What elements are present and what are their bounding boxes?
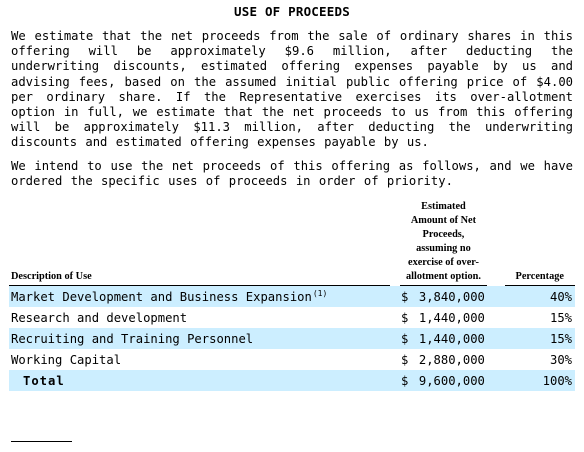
section-title: USE OF PROCEEDS bbox=[234, 4, 350, 19]
header-amount: Estimated Amount of Net Proceeds, assumi… bbox=[400, 200, 487, 286]
row-percentage: 30% bbox=[549, 352, 572, 367]
total-label: Total bbox=[9, 370, 391, 391]
row-description: Market Development and Business Expansio… bbox=[11, 290, 312, 304]
total-percentage: 100% bbox=[504, 370, 575, 391]
table-header-row: Description of Use Estimated Amount of N… bbox=[9, 200, 575, 286]
total-dollar-sign: $ bbox=[400, 370, 417, 391]
intended-use-paragraph: We intend to use the net proceeds of thi… bbox=[11, 159, 573, 189]
total-row: Total $ 9,600,000 100% bbox=[9, 370, 575, 391]
footnote-divider bbox=[11, 441, 72, 442]
proceeds-estimate-paragraph: We estimate that the net proceeds from t… bbox=[11, 29, 573, 150]
row-amount: 3,840,000 bbox=[416, 285, 487, 307]
row-percentage: 15% bbox=[504, 328, 575, 349]
total-amount: 9,600,000 bbox=[416, 370, 487, 391]
table-row: Recruiting and Training Personnel $ 1,44… bbox=[9, 328, 575, 349]
row-percentage: 40% bbox=[504, 285, 575, 307]
row-description: Working Capital bbox=[11, 352, 122, 367]
row-description: Recruiting and Training Personnel bbox=[9, 328, 391, 349]
header-percentage: Percentage bbox=[504, 200, 575, 286]
row-dollar-sign: $ bbox=[401, 310, 409, 325]
row-amount: 1,440,000 bbox=[416, 328, 487, 349]
row-dollar-sign: $ bbox=[400, 285, 417, 307]
row-amount: 2,880,000 bbox=[418, 352, 485, 367]
row-percentage: 15% bbox=[549, 310, 572, 325]
row-amount: 1,440,000 bbox=[418, 310, 485, 325]
table-row: Research and development $ 1,440,000 15% bbox=[9, 307, 575, 328]
row-dollar-sign: $ bbox=[401, 352, 409, 367]
table-row: Working Capital $ 2,880,000 30% bbox=[9, 349, 575, 370]
row-description: Research and development bbox=[11, 310, 188, 325]
row-dollar-sign: $ bbox=[400, 328, 417, 349]
header-description: Description of Use bbox=[9, 200, 391, 286]
use-of-proceeds-table: Description of Use Estimated Amount of N… bbox=[9, 200, 575, 391]
table-row: Market Development and Business Expansio… bbox=[9, 285, 575, 307]
footnote-marker: (1) bbox=[312, 289, 328, 298]
